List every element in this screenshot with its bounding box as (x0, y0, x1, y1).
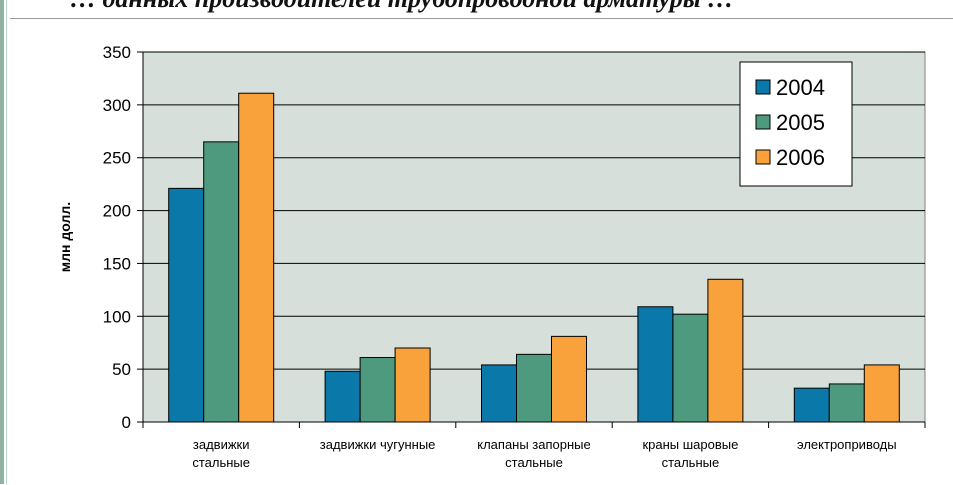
x-category-label: стальные (662, 455, 720, 470)
x-category-label: краны шаровые (642, 437, 738, 452)
bar-2006-2 (551, 335, 587, 423)
bars (168, 92, 900, 423)
y-tick-labels: 0 50 100 150 200 250 300 350 (103, 43, 131, 432)
y-tick-label: 300 (103, 96, 131, 115)
bar-2004-2 (481, 364, 517, 423)
slide-title: … данных производителей трубопроводной а… (70, 0, 930, 18)
x-category-label: задвижки (193, 437, 250, 452)
legend-swatch-2004 (755, 79, 771, 95)
x-category-label: стальные (505, 455, 563, 470)
legend-swatch-2006 (755, 149, 771, 165)
slide-border-line (6, 0, 7, 484)
slide-border (0, 0, 4, 484)
y-tick-label: 0 (122, 413, 131, 432)
bar-2005-1 (359, 357, 396, 423)
bar-2005-2 (516, 353, 552, 423)
legend-label: 2006 (776, 145, 825, 170)
y-tick-label: 350 (103, 43, 131, 62)
y-tick-label: 250 (103, 149, 131, 168)
bar-2005-0 (203, 141, 240, 423)
legend-label: 2004 (776, 75, 825, 100)
y-tick-label: 150 (103, 254, 131, 273)
bar-2006-4 (863, 364, 900, 423)
bar-2004-1 (324, 370, 361, 423)
y-tick-label: 100 (103, 307, 131, 326)
x-category-label: электроприводы (797, 437, 897, 452)
x-category-labels: задвижки стальные задвижки чугунные клапаны… (192, 437, 896, 470)
legend-swatch-2005 (755, 114, 771, 130)
bar-2006-0 (238, 92, 275, 423)
axes (142, 52, 926, 428)
y-axis-label: млн долл. (57, 202, 73, 272)
bar-2004-0 (168, 187, 205, 423)
bar-2004-3 (637, 306, 674, 423)
legend-label: 2005 (776, 110, 825, 135)
bar-2005-3 (672, 313, 709, 423)
y-tick-label: 50 (112, 360, 131, 379)
y-tick-label: 200 (103, 202, 131, 221)
bar-2005-4 (828, 383, 865, 423)
bar-2006-3 (707, 278, 744, 423)
x-category-label: задвижки чугунные (320, 437, 436, 452)
x-category-label: клапаны запорные (477, 437, 591, 452)
bar-2006-1 (394, 347, 431, 423)
bar-2004-4 (793, 387, 830, 423)
x-category-label: стальные (192, 455, 250, 470)
legend: 2004 2005 2006 (739, 61, 853, 187)
